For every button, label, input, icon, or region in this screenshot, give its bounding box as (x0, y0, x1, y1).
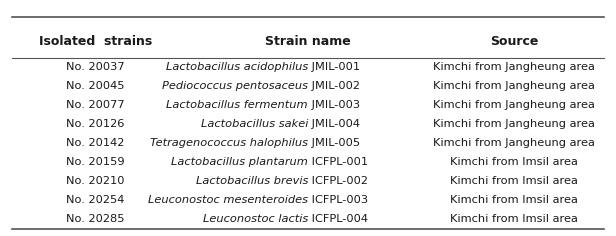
Text: Lactobacillus brevis: Lactobacillus brevis (196, 176, 308, 186)
Text: ICFPL-004: ICFPL-004 (308, 215, 368, 224)
Text: Pediococcus pentosaceus: Pediococcus pentosaceus (162, 81, 308, 91)
Text: Kimchi from Imsil area: Kimchi from Imsil area (450, 176, 578, 186)
Text: Lactobacillus plantarum: Lactobacillus plantarum (171, 157, 308, 167)
Text: Kimchi from Jangheung area: Kimchi from Jangheung area (434, 138, 595, 148)
Text: JMIL-002: JMIL-002 (308, 81, 360, 91)
Text: JMIL-003: JMIL-003 (308, 100, 360, 110)
Text: JMIL-001: JMIL-001 (308, 62, 360, 72)
Text: Kimchi from Jangheung area: Kimchi from Jangheung area (434, 62, 595, 72)
Text: Kimchi from Jangheung area: Kimchi from Jangheung area (434, 100, 595, 110)
Text: ICFPL-003: ICFPL-003 (308, 195, 368, 205)
Text: No. 20210: No. 20210 (67, 176, 124, 186)
Text: Lactobacillus fermentum: Lactobacillus fermentum (166, 100, 308, 110)
Text: Kimchi from Jangheung area: Kimchi from Jangheung area (434, 81, 595, 91)
Text: No. 20159: No. 20159 (66, 157, 125, 167)
Text: ICFPL-001: ICFPL-001 (308, 157, 368, 167)
Text: Lactobacillus sakei: Lactobacillus sakei (201, 119, 308, 129)
Text: Leuconostoc mesenteroides: Leuconostoc mesenteroides (148, 195, 308, 205)
Text: JMIL-004: JMIL-004 (308, 119, 360, 129)
Text: No. 20037: No. 20037 (66, 62, 125, 72)
Text: No. 20285: No. 20285 (67, 215, 124, 224)
Text: Strain name: Strain name (265, 35, 351, 48)
Text: No. 20142: No. 20142 (67, 138, 124, 148)
Text: No. 20254: No. 20254 (67, 195, 124, 205)
Text: Tetragenococcus halophilus: Tetragenococcus halophilus (150, 138, 308, 148)
Text: Kimchi from Jangheung area: Kimchi from Jangheung area (434, 119, 595, 129)
Text: Isolated  strains: Isolated strains (39, 35, 152, 48)
Text: Lactobacillus acidophilus: Lactobacillus acidophilus (166, 62, 308, 72)
Text: Kimchi from Imsil area: Kimchi from Imsil area (450, 195, 578, 205)
Text: JMIL-005: JMIL-005 (308, 138, 360, 148)
Text: No. 20126: No. 20126 (67, 119, 124, 129)
Text: Kimchi from Imsil area: Kimchi from Imsil area (450, 157, 578, 167)
Text: Source: Source (490, 35, 538, 48)
Text: No. 20077: No. 20077 (66, 100, 125, 110)
Text: ICFPL-002: ICFPL-002 (308, 176, 368, 186)
Text: Leuconostoc lactis: Leuconostoc lactis (203, 215, 308, 224)
Text: No. 20045: No. 20045 (67, 81, 124, 91)
Text: Kimchi from Imsil area: Kimchi from Imsil area (450, 215, 578, 224)
